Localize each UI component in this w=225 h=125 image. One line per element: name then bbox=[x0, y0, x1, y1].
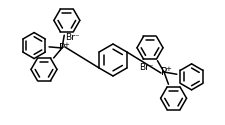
Text: +: + bbox=[164, 66, 170, 72]
Text: P: P bbox=[59, 43, 65, 53]
Text: +: + bbox=[63, 42, 69, 48]
Text: Br⁻: Br⁻ bbox=[138, 64, 153, 72]
Text: P: P bbox=[160, 67, 166, 77]
Text: Br⁻: Br⁻ bbox=[64, 34, 79, 42]
